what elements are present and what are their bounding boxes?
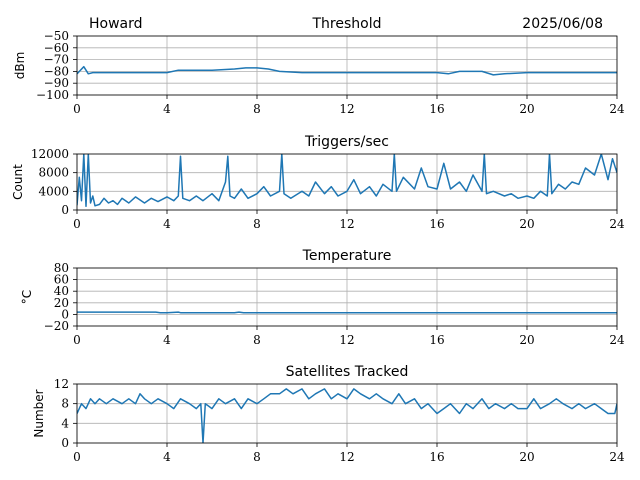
x-tick-label: 24 — [609, 217, 625, 231]
y-tick-label: 80 — [54, 261, 69, 275]
y-tick-label: 4000 — [38, 184, 69, 198]
x-tick-label: 8 — [253, 102, 261, 116]
y-tick-label: 8000 — [38, 166, 69, 180]
y-tick-label: 0 — [61, 436, 69, 450]
x-tick-label: 12 — [339, 102, 354, 116]
chart-panels: 0 4 8 12 16 20 24 −100−90−80−70−60−50 Threshold d… — [11, 16, 625, 464]
panel-title: Satellites Tracked — [286, 364, 409, 380]
x-tick-label: 24 — [609, 333, 625, 347]
x-tick-label: 24 — [609, 450, 625, 464]
y-axis-label: Count — [11, 164, 25, 200]
x-tick-label: 4 — [163, 450, 171, 464]
y-axis-label: °C — [20, 290, 34, 304]
y-tick-label: −70 — [44, 53, 69, 67]
x-tick-label: 20 — [519, 217, 534, 231]
y-tick-label: −50 — [44, 29, 69, 43]
station-name: Howard — [89, 16, 143, 32]
x-tick-label: 20 — [519, 333, 534, 347]
x-tick-label: 12 — [339, 333, 354, 347]
panel-title: Triggers/sec — [304, 134, 389, 150]
x-tick-label: 0 — [73, 450, 81, 464]
x-tick-label: 12 — [339, 450, 354, 464]
series-line-1 — [77, 154, 617, 208]
series-line-1 — [77, 65, 617, 76]
panel-title: Temperature — [302, 248, 392, 264]
y-tick-label: −60 — [44, 41, 69, 55]
y-tick-label: 12 — [54, 377, 69, 391]
y-tick-label: 0 — [61, 307, 69, 321]
series-line-1 — [77, 388, 617, 443]
x-tick-label: 4 — [163, 217, 171, 231]
x-tick-label: 8 — [253, 217, 261, 231]
y-tick-label: −100 — [36, 88, 69, 102]
panel-title: Threshold — [312, 16, 382, 32]
y-tick-label: −80 — [44, 64, 69, 78]
x-tick-label: 12 — [339, 217, 354, 231]
y-tick-label: −20 — [44, 319, 69, 333]
x-tick-label: 20 — [519, 450, 534, 464]
y-tick-label: 20 — [54, 296, 69, 310]
x-tick-label: 0 — [73, 102, 81, 116]
x-tick-label: 24 — [609, 102, 625, 116]
chart-panel-2: 0 4 8 12 16 20 24 0 4000 8000 12000 Triggers/sec Cou… — [11, 134, 625, 231]
chart-panel-1: 0 4 8 12 16 20 24 −100−90−80−70−60−50 Threshold d… — [13, 16, 625, 116]
x-tick-label: 16 — [429, 102, 444, 116]
x-tick-label: 16 — [429, 217, 444, 231]
y-tick-label: 0 — [61, 203, 69, 217]
x-tick-label: 8 — [253, 450, 261, 464]
x-tick-label: 4 — [163, 102, 171, 116]
x-tick-label: 8 — [253, 333, 261, 347]
y-axis-label: dBm — [13, 52, 27, 80]
chart-panel-4: 0 4 8 12 16 20 24 0 4 8 12 Satellites Tracked Number — [32, 364, 625, 464]
y-tick-label: −90 — [44, 76, 69, 90]
y-tick-label: 4 — [61, 416, 69, 430]
y-tick-label: 12000 — [31, 147, 69, 161]
x-tick-label: 0 — [73, 333, 81, 347]
y-tick-label: 60 — [54, 273, 69, 287]
x-tick-label: 4 — [163, 333, 171, 347]
y-tick-label: 8 — [61, 397, 69, 411]
x-tick-label: 20 — [519, 102, 534, 116]
x-tick-label: 16 — [429, 333, 444, 347]
report-date: 2025/06/08 — [522, 16, 603, 32]
y-tick-label: 40 — [54, 284, 69, 298]
x-tick-label: 16 — [429, 450, 444, 464]
x-tick-label: 0 — [73, 217, 81, 231]
y-axis-label: Number — [32, 389, 46, 437]
series-line-1 — [77, 311, 617, 314]
